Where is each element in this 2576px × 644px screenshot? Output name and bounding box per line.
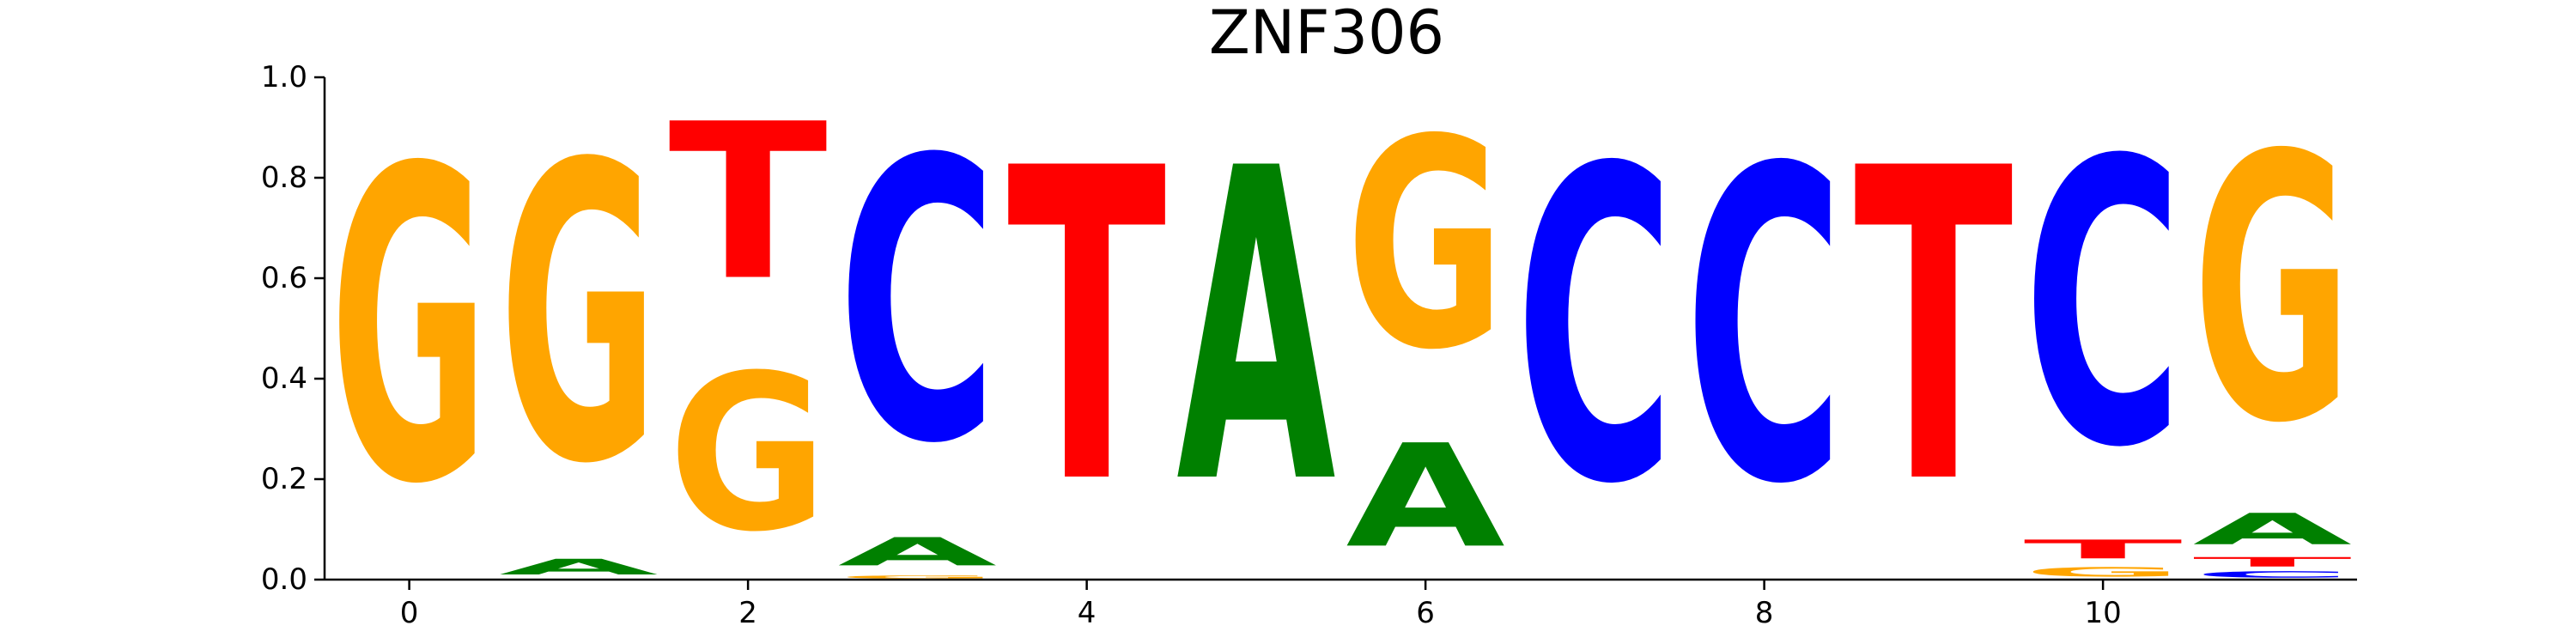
logo-letter-A-pos-5: A [1176,79,1337,579]
y-tick-label: 0.8 [261,161,307,195]
logo-letter-T-pos-4: T [1007,77,1168,578]
logo-letter-G-pos-1: G [499,78,658,553]
y-tick-label: 0.2 [261,462,307,496]
logo-letter-T-pos-10: T [2023,534,2182,564]
y-tick-label: 0.0 [261,562,307,597]
x-tick-label: 10 [2084,596,2121,630]
x-tick-label: 4 [1078,596,1097,630]
x-axis: 0 2 4 6 8 10 [325,578,2357,630]
logo-letter-G-pos-6: G [1346,79,1504,413]
y-tick-label: 0.4 [261,361,307,396]
logo-letter-A-pos-11: A [2193,504,2353,554]
x-tick-label: 6 [1416,596,1435,630]
logo-letter-G-pos-2: G [668,330,827,580]
logo-letter-G-pos-10: G [2023,564,2182,580]
x-tick-label: 2 [738,596,757,630]
logo-letter-G-pos-11: G [2193,79,2352,504]
logo-letter-T-pos-11: T [2193,555,2352,569]
logo-letter-C-pos-10: C [2023,77,2182,532]
chart-title: ZNF306 [1209,0,1444,68]
y-tick-label: 1.0 [261,60,307,94]
logo-letter-T-pos-9: T [1854,77,2014,578]
logo-letter-C-pos-7: C [1516,79,1674,579]
logo-letter-C-pos-3: C [838,79,997,529]
logo-letter-A-pos-1: A [499,555,658,580]
x-tick-label: 8 [1755,596,1774,630]
logo-letter-C-pos-8: C [1685,79,1844,579]
logo-letter-C-pos-11: C [2193,569,2352,580]
logo-letter-A-pos-6: A [1346,414,1504,580]
x-tick-label: 0 [400,596,419,630]
y-axis: 0.0 0.2 0.4 0.6 0.8 1.0 [261,60,326,597]
logo-letter-G-pos-0: G [330,79,489,578]
logo-letter-T-pos-2: T [668,78,829,328]
y-tick-label: 0.6 [261,261,307,295]
logo-letter-A-pos-3: A [838,530,997,574]
logo-letter-G-pos-3: G [838,574,997,580]
